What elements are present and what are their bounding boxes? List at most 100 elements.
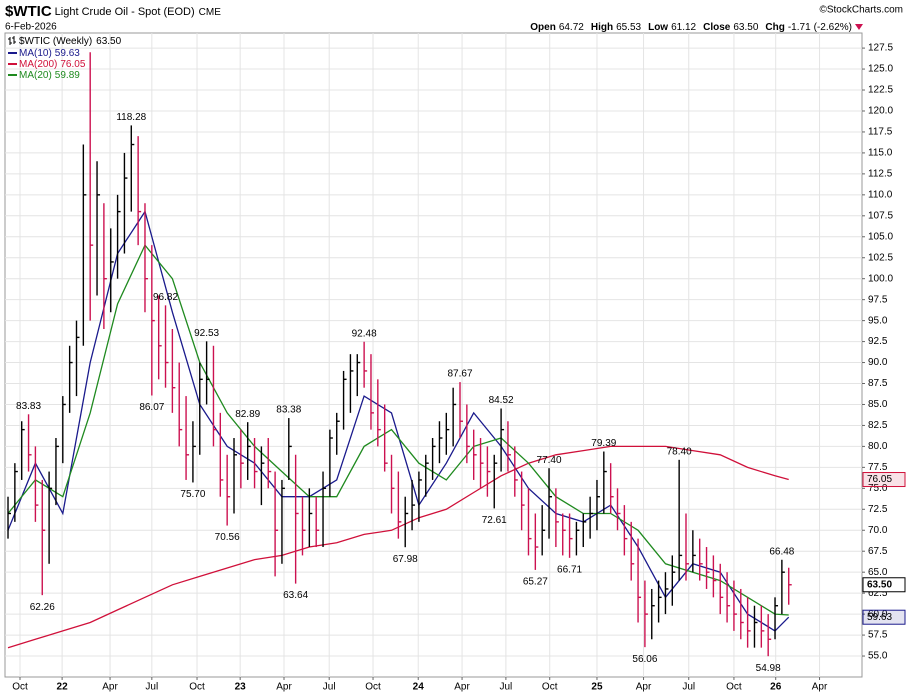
title: Light Crude Oil - Spot (EOD): [55, 6, 195, 18]
value-label: 65.27: [523, 577, 548, 588]
value-tag: [862, 577, 906, 593]
y-tick-label: 97.5: [868, 294, 888, 305]
value-label: 56.06: [632, 654, 657, 665]
y-tick-label: 125.0: [868, 64, 893, 75]
value-tag: [862, 472, 906, 488]
y-tick-label: 117.5: [868, 127, 893, 138]
quote-value: 65.53: [616, 22, 641, 33]
y-tick-label: 120.0: [868, 106, 893, 117]
ma-line: [7, 210, 790, 632]
value-tag-label: 59.63: [867, 612, 892, 623]
x-tick-label: Jul: [682, 682, 695, 693]
plot-frame: [4, 32, 863, 678]
y-tick-label: 102.5: [868, 252, 893, 263]
legend-value: 59.63: [55, 48, 80, 59]
x-tick-label: 25: [591, 682, 603, 693]
x-tick-label: Apr: [636, 682, 652, 693]
y-tick-label: 107.5: [868, 210, 893, 221]
quote-label: High: [591, 22, 613, 33]
y-tick-label: 72.5: [868, 504, 888, 515]
x-tick-label: Oct: [189, 682, 205, 693]
symbol: $WTIC: [5, 3, 52, 20]
y-tick-label: 65.0: [868, 567, 888, 578]
x-tick-label: 23: [235, 682, 247, 693]
x-tick-label: Oct: [365, 682, 381, 693]
value-label: 78.40: [667, 446, 692, 457]
quote-value: -1.71: [788, 22, 811, 33]
legend-name: $WTIC (Weekly): [19, 36, 92, 47]
x-tick-label: Apr: [102, 682, 118, 693]
value-label: 66.71: [557, 564, 582, 575]
value-label: 96.82: [153, 292, 178, 303]
quote-label: Close: [703, 22, 731, 33]
legend-name: MA(200): [19, 59, 57, 70]
y-tick-label: 67.5: [868, 546, 888, 557]
value-label: 70.56: [215, 532, 240, 543]
legend-entry: MA(200) 76.05: [19, 59, 86, 70]
value-label: 62.26: [30, 602, 55, 613]
legend-name: MA(20): [19, 70, 52, 81]
ma-line: [7, 243, 789, 616]
value-label: 54.98: [756, 663, 781, 674]
legend-name: MA(10): [19, 48, 52, 59]
y-tick-label: 55.0: [868, 651, 888, 662]
value-label: 79.39: [591, 438, 616, 449]
y-tick-label: 87.5: [868, 378, 888, 389]
quote-label: Open: [530, 22, 556, 33]
legend-value: 63.50: [96, 36, 121, 47]
value-label: 82.89: [235, 409, 260, 420]
x-tick-label: 26: [770, 682, 782, 693]
value-label: 92.48: [352, 328, 377, 339]
value-label: 75.70: [180, 489, 205, 500]
y-tick-label: 110.0: [868, 189, 893, 200]
x-tick-label: Jul: [499, 682, 512, 693]
value-label: 83.38: [276, 405, 301, 416]
y-tick-label: 127.5: [868, 43, 893, 54]
header-title: $WTIC Light Crude Oil - Spot (EOD) CME: [5, 3, 221, 20]
y-tick-label: 90.0: [868, 357, 888, 368]
y-tick-label: 70.0: [868, 525, 888, 536]
value-label: 87.67: [447, 369, 472, 380]
value-label: 77.40: [537, 455, 562, 466]
value-label: 92.53: [194, 328, 219, 339]
y-tick-label: 115.0: [868, 148, 893, 159]
value-tag-label: 76.05: [867, 474, 892, 485]
y-tick-label: 122.5: [868, 85, 893, 96]
legend-icon: [8, 36, 16, 45]
value-label: 118.28: [116, 112, 146, 123]
y-tick-label: 95.0: [868, 315, 888, 326]
value-label: 72.61: [482, 515, 507, 526]
legend-entry: MA(20) 59.89: [19, 70, 80, 81]
value-label: 67.98: [393, 554, 418, 565]
y-tick-label: 112.5: [868, 169, 893, 180]
y-tick-label: 57.5: [868, 630, 888, 641]
y-tick-label: 80.0: [868, 441, 888, 452]
y-tick-label: 85.0: [868, 399, 888, 410]
exchange: CME: [199, 7, 222, 18]
legend-entry: MA(10) 59.63: [19, 48, 80, 59]
value-tag: [862, 609, 906, 625]
x-tick-label: Jul: [323, 682, 336, 693]
x-tick-label: 22: [57, 682, 69, 693]
watermark: ©StockCharts.com: [819, 5, 903, 16]
quote-label: Chg: [765, 22, 784, 33]
quote-value: 63.50: [733, 22, 758, 33]
y-tick-label: 75.0: [868, 483, 888, 494]
value-label: 83.83: [16, 401, 41, 412]
x-tick-label: Oct: [542, 682, 558, 693]
quote-label: Low: [648, 22, 668, 33]
value-label: 86.07: [139, 402, 164, 413]
x-tick-label: Oct: [726, 682, 742, 693]
quote-value: (-2.62%): [814, 22, 852, 33]
legend-entry: $WTIC (Weekly) 63.50: [19, 36, 122, 47]
quote-value: 64.72: [559, 22, 584, 33]
y-tick-label: 82.5: [868, 420, 888, 431]
down-arrow: [855, 24, 863, 30]
value-label: 63.64: [283, 590, 308, 601]
x-tick-label: 24: [413, 682, 425, 693]
y-tick-label: 60.0: [868, 609, 888, 620]
date: 6-Feb-2026: [5, 22, 57, 33]
x-tick-label: Apr: [812, 682, 828, 693]
